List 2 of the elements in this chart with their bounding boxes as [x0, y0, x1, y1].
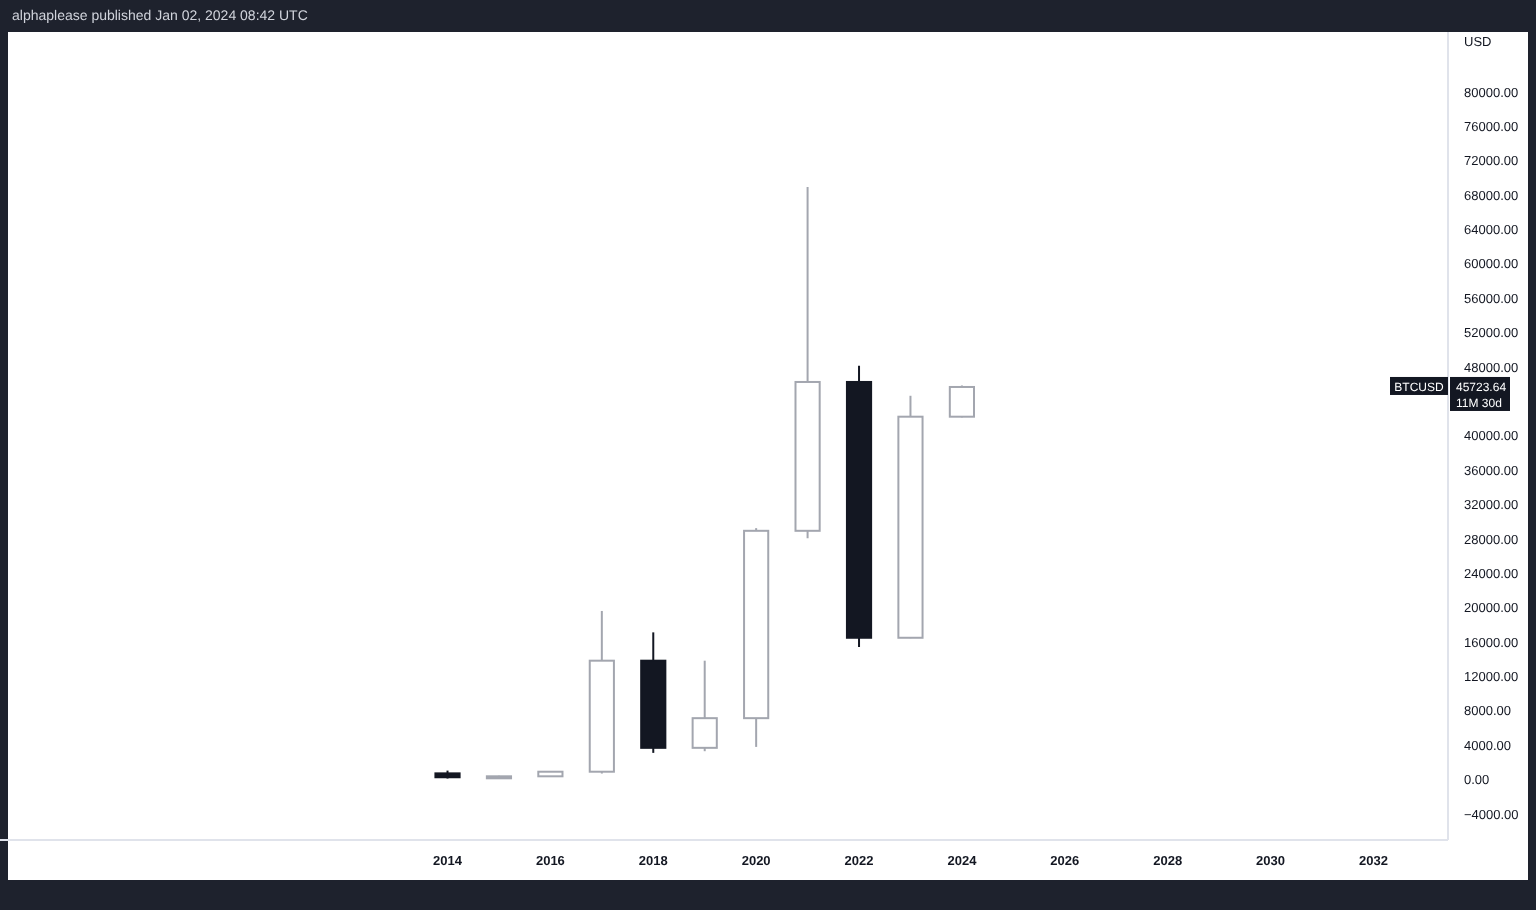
candlestick: [691, 659, 718, 753]
candlestick: [948, 384, 975, 419]
